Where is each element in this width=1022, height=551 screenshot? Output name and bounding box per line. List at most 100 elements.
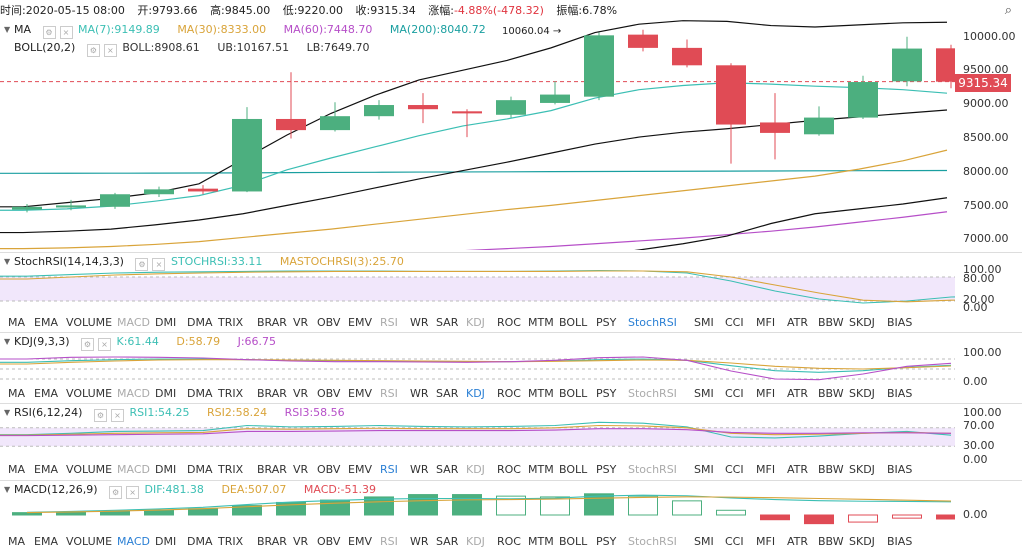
settings-icon[interactable]: ⚙ [86,44,100,57]
tab-mfi[interactable]: MFI [756,463,776,476]
tab-bias[interactable]: BIAS [887,535,913,548]
tab-dmi[interactable]: DMI [155,387,177,400]
tab-volume[interactable]: VOLUME [66,535,113,548]
tab-psy[interactable]: PSY [596,535,617,548]
tab-volume[interactable]: VOLUME [66,463,113,476]
settings-icon[interactable]: ⚙ [109,486,123,499]
tab-dma[interactable]: DMA [187,463,213,476]
rsi-axis[interactable]: 100.00 70.00 30.00 0.00 [955,404,1022,466]
pane-divider[interactable] [0,403,1022,404]
tab-macd[interactable]: MACD [117,535,150,548]
tab-kdj[interactable]: KDJ [466,535,485,548]
tab-cci[interactable]: CCI [725,535,744,548]
tab-smi[interactable]: SMI [694,387,714,400]
tab-emv[interactable]: EMV [348,387,372,400]
tab-psy[interactable]: PSY [596,387,617,400]
tab-obv[interactable]: OBV [317,387,341,400]
tab-sar[interactable]: SAR [436,387,459,400]
stochrsi-chart[interactable] [0,253,955,313]
rsi-chart[interactable] [0,404,955,464]
tab-bias[interactable]: BIAS [887,463,913,476]
macd-axis[interactable]: 0.00 [955,481,1022,533]
tab-volume[interactable]: VOLUME [66,387,113,400]
tab-boll[interactable]: BOLL [559,387,588,400]
tab-brar[interactable]: BRAR [257,463,287,476]
tab-cci[interactable]: CCI [725,387,744,400]
tab-volume[interactable]: VOLUME [66,316,113,329]
tab-dma[interactable]: DMA [187,535,213,548]
tab-wr[interactable]: WR [410,387,429,400]
tab-roc[interactable]: ROC [497,316,521,329]
collapse-caret-icon[interactable]: ▼ [4,25,11,34]
tab-boll[interactable]: BOLL [559,463,588,476]
tab-bbw[interactable]: BBW [818,535,844,548]
tab-atr[interactable]: ATR [787,535,809,548]
tab-skdj[interactable]: SKDJ [849,463,875,476]
tab-smi[interactable]: SMI [694,316,714,329]
tab-ema[interactable]: EMA [34,535,58,548]
tab-ma[interactable]: MA [8,535,26,548]
tab-rsi[interactable]: RSI [380,387,398,400]
pane-divider[interactable] [0,332,1022,333]
tab-dmi[interactable]: DMI [155,316,177,329]
tab-smi[interactable]: SMI [694,535,714,548]
tab-macd[interactable]: MACD [117,316,150,329]
close-icon[interactable]: × [98,338,111,351]
tab-skdj[interactable]: SKDJ [849,316,875,329]
tab-macd[interactable]: MACD [117,463,150,476]
tab-ema[interactable]: EMA [34,463,58,476]
tab-vr[interactable]: VR [293,316,309,329]
tab-stochrsi[interactable]: StochRSI [628,387,677,400]
tab-kdj[interactable]: KDJ [466,463,485,476]
tab-cci[interactable]: CCI [725,316,744,329]
macd-chart[interactable] [0,481,955,533]
tab-mfi[interactable]: MFI [756,535,776,548]
settings-icon[interactable]: ⚙ [42,26,56,39]
tab-dma[interactable]: DMA [187,387,213,400]
tab-sar[interactable]: SAR [436,316,459,329]
tab-mtm[interactable]: MTM [528,463,554,476]
tab-trix[interactable]: TRIX [218,316,244,329]
tab-boll[interactable]: BOLL [559,535,588,548]
tab-sar[interactable]: SAR [436,463,459,476]
tab-brar[interactable]: BRAR [257,387,287,400]
tab-wr[interactable]: WR [410,535,429,548]
tab-cci[interactable]: CCI [725,463,744,476]
tab-bbw[interactable]: BBW [818,387,844,400]
price-chart[interactable] [0,0,955,250]
tab-psy[interactable]: PSY [596,463,617,476]
tab-stochrsi[interactable]: StochRSI [628,316,677,329]
collapse-caret-icon[interactable]: ▼ [4,408,11,417]
tab-skdj[interactable]: SKDJ [849,387,875,400]
tab-ema[interactable]: EMA [34,387,58,400]
tab-brar[interactable]: BRAR [257,316,287,329]
collapse-caret-icon[interactable]: ▼ [4,337,11,346]
tab-kdj[interactable]: KDJ [466,387,485,400]
tab-mtm[interactable]: MTM [528,316,554,329]
tab-trix[interactable]: TRIX [218,535,244,548]
tab-emv[interactable]: EMV [348,535,372,548]
tab-atr[interactable]: ATR [787,463,809,476]
close-icon[interactable]: × [152,258,166,271]
close-icon[interactable]: × [110,409,124,422]
kdj-chart[interactable] [0,333,955,393]
tab-bbw[interactable]: BBW [818,463,844,476]
tab-emv[interactable]: EMV [348,463,372,476]
tab-dmi[interactable]: DMI [155,535,177,548]
tab-ma[interactable]: MA [8,316,26,329]
tab-bias[interactable]: BIAS [887,387,913,400]
tab-vr[interactable]: VR [293,387,309,400]
tab-trix[interactable]: TRIX [218,387,244,400]
tab-psy[interactable]: PSY [596,316,617,329]
tab-rsi[interactable]: RSI [380,463,398,476]
tab-roc[interactable]: ROC [497,535,521,548]
tab-stochrsi[interactable]: StochRSI [628,535,677,548]
tab-mfi[interactable]: MFI [756,387,776,400]
tab-atr[interactable]: ATR [787,316,809,329]
pane-divider[interactable] [0,252,1022,253]
tab-stochrsi[interactable]: StochRSI [628,463,677,476]
tab-sar[interactable]: SAR [436,535,459,548]
tab-rsi[interactable]: RSI [380,535,398,548]
tab-ma[interactable]: MA [8,463,26,476]
settings-icon[interactable]: ⚙ [135,258,149,271]
